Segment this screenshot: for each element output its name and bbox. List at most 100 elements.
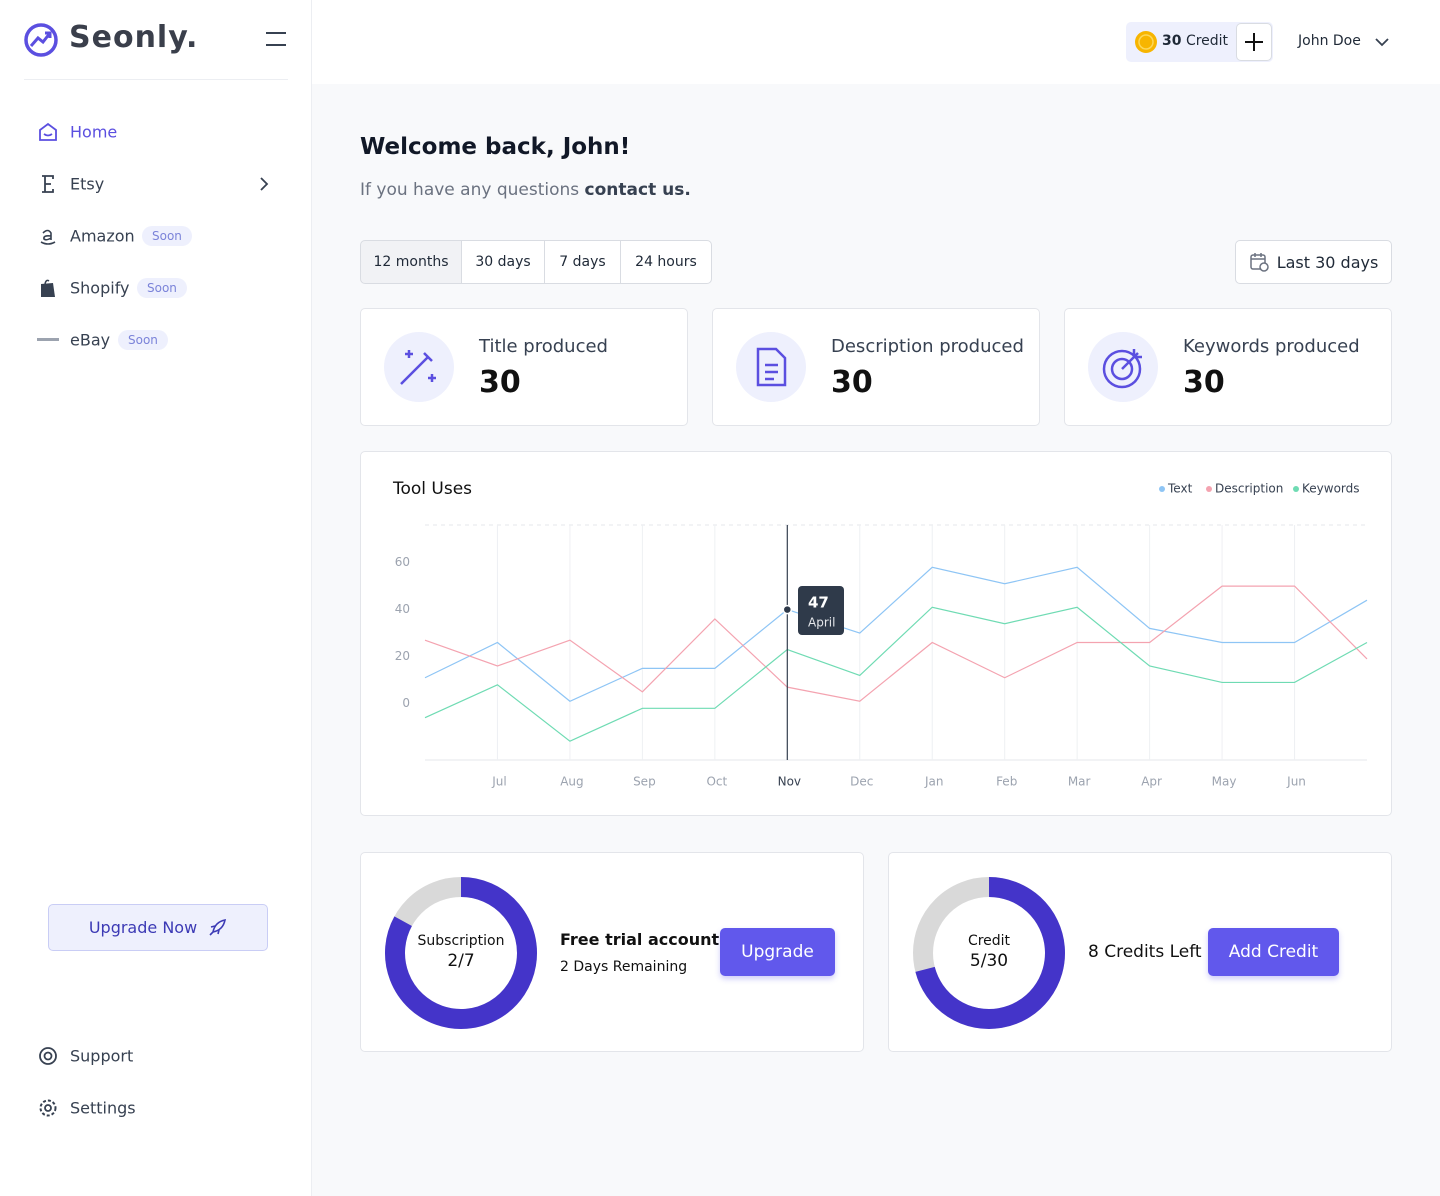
subtitle-text: If you have any questions [360, 180, 580, 200]
stat-value: 30 [1183, 365, 1225, 400]
range-tab[interactable]: 24 hours [620, 240, 712, 284]
nav-ebay[interactable]: eBay [70, 330, 111, 350]
x-tick-label: Jul [491, 775, 506, 789]
y-tick-label: 20 [395, 649, 410, 663]
credits-left: 8 Credits Left [1088, 942, 1202, 962]
credit-amount: 30 [1162, 33, 1182, 49]
line-series [424, 566, 1368, 702]
legend-dot [1159, 486, 1165, 492]
tooltip-label: April [808, 616, 835, 630]
user-chevron[interactable] [1374, 34, 1390, 50]
stat-label: Title produced [479, 336, 608, 357]
contact-link[interactable]: contact us. [584, 180, 691, 200]
stat-card: Keywords produced 30 [1064, 308, 1392, 426]
x-tick-label: May [1212, 775, 1237, 789]
upgrade-now-button[interactable]: Upgrade Now [48, 904, 268, 951]
add-credit-plus[interactable] [1236, 23, 1272, 61]
donut-fraction: 5/30 [969, 951, 1009, 971]
x-tick-label: Sep [633, 775, 656, 789]
document-icon [736, 332, 806, 402]
donut-label: Subscription [417, 933, 505, 949]
sidebar: Seonly. Home Etsy Amazon Soon Shopify So… [0, 0, 312, 1196]
chevron[interactable] [256, 176, 272, 192]
chart-title: Tool Uses [392, 479, 472, 499]
etsy-icon[interactable] [38, 174, 58, 194]
x-tick-label: Feb [996, 775, 1017, 789]
line-series [424, 585, 1368, 702]
donut-arc [915, 877, 1065, 1029]
donut-arc [385, 877, 537, 1029]
x-tick-label: Nov [778, 775, 801, 789]
rocket-icon [209, 918, 227, 936]
donut-fraction: 2/7 [447, 951, 475, 971]
nav-support[interactable]: Support [70, 1046, 134, 1066]
stat-label: Keywords produced [1183, 336, 1360, 357]
badge: Soon [142, 226, 192, 246]
badge: Soon [118, 330, 168, 350]
legend-label: Text [1167, 482, 1193, 496]
donut [913, 877, 1065, 1029]
x-tick-label: Oct [706, 775, 727, 789]
settings-icon[interactable] [38, 1098, 58, 1118]
upgrade-button[interactable]: Upgrade [720, 928, 835, 976]
nav-amazon[interactable]: Amazon [70, 226, 135, 246]
shopify-icon[interactable] [38, 278, 58, 298]
tooltip-value: 47 [808, 594, 829, 612]
stat-card: Title produced 30 [360, 308, 688, 426]
ebay-icon[interactable] [36, 334, 60, 346]
plus-icon [1245, 33, 1263, 51]
range-tab[interactable]: 7 days [544, 240, 621, 284]
x-tick-label: Mar [1068, 775, 1091, 789]
hover-point [782, 604, 793, 615]
divider [24, 79, 288, 80]
nav-home[interactable]: Home [70, 122, 118, 142]
legend-label: Description [1215, 482, 1283, 496]
credit-label: Credit [1185, 33, 1229, 49]
button-label: Upgrade Now [88, 918, 198, 937]
welcome-title: Welcome back, John! [360, 134, 631, 160]
x-tick-label: Dec [850, 775, 873, 789]
support-icon[interactable] [38, 1046, 58, 1066]
nav-shopify[interactable]: Shopify [70, 278, 130, 298]
y-tick-label: 60 [395, 555, 410, 569]
wand-icon [384, 332, 454, 402]
home-icon[interactable] [38, 122, 58, 142]
user-name[interactable]: John Doe [1298, 33, 1361, 49]
range-tab[interactable]: 30 days [461, 240, 545, 284]
nav-settings[interactable]: Settings [70, 1098, 136, 1118]
legend-dot [1293, 486, 1299, 492]
nav-etsy[interactable]: Etsy [70, 174, 105, 194]
menu-toggle[interactable] [264, 30, 288, 50]
date-picker[interactable]: Last 30 days [1235, 240, 1392, 284]
donut [385, 877, 537, 1029]
add-credit-button[interactable]: Add Credit [1208, 928, 1339, 976]
stat-label: Description produced [831, 336, 1024, 357]
credit-text: 30 Credit [1162, 33, 1228, 49]
x-tick-label: Jan [924, 775, 944, 789]
badge: Soon [137, 278, 187, 298]
date-picker-label: Last 30 days [1276, 252, 1379, 272]
chart-card: Tool Uses Jul Aug Sep Oct Nov Dec Jan Feb Mar Apr… [360, 451, 1392, 816]
chart: Tool Uses Jul Aug Sep Oct Nov Dec Jan Feb Mar Apr… [392, 479, 1368, 789]
coin-icon [1135, 31, 1157, 53]
plan-title: Free trial account [560, 930, 720, 949]
calendar-icon [1249, 253, 1269, 272]
x-tick-label: Apr [1141, 775, 1162, 789]
subscription-card: Subscription 2/7 Free trial account 2 Da… [360, 852, 864, 1052]
legend-label: Keywords [1302, 482, 1360, 496]
range-tab[interactable]: 12 months [360, 240, 462, 284]
plan-detail: 2 Days Remaining [560, 959, 688, 975]
credit-card: Credit 5/30 8 Credits Left Add Credit [888, 852, 1392, 1052]
logo-icon [24, 23, 58, 57]
stat-value: 30 [831, 365, 873, 400]
welcome-subtitle: If you have any questions contact us. [360, 180, 691, 200]
stat-value: 30 [479, 365, 521, 400]
y-tick-label: 40 [395, 602, 410, 616]
x-tick-label: Aug [560, 775, 583, 789]
target-icon [1088, 332, 1158, 402]
line-series [424, 606, 1368, 742]
stat-card: Description produced 30 [712, 308, 1040, 426]
y-tick-label: 0 [402, 696, 410, 710]
amazon-icon[interactable] [38, 226, 58, 246]
